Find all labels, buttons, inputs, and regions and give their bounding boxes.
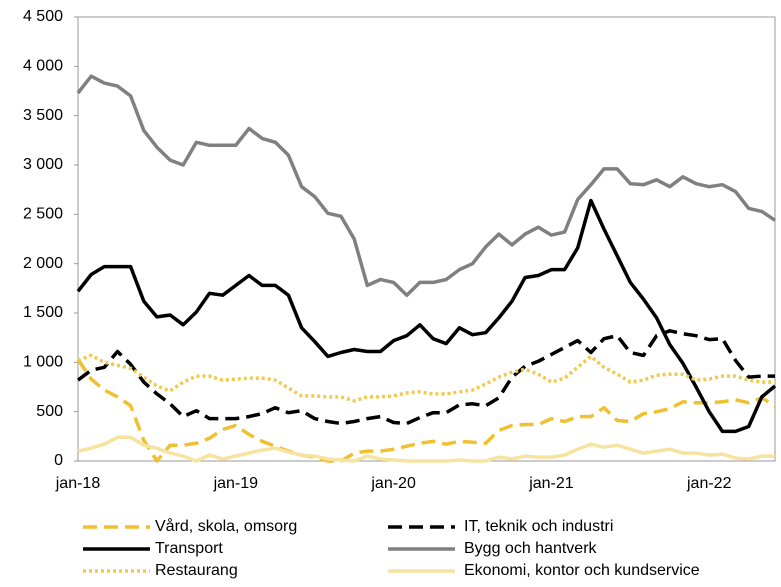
y-tick-label: 3 000 [23, 156, 63, 173]
legend-label: Vård, skola, omsorg [155, 517, 297, 535]
y-tick-label: 2 500 [23, 206, 63, 223]
legend-label: IT, teknik och industri [464, 518, 613, 535]
series-line [76, 74, 776, 297]
legend-label: Bygg och hantverk [464, 540, 598, 557]
series-line [76, 329, 775, 426]
x-tick-label: jan-18 [55, 475, 101, 492]
x-tick-label: jan-20 [370, 475, 416, 492]
series-line [77, 353, 775, 403]
legend-label: Transport [155, 540, 223, 557]
y-tick-label: 500 [36, 403, 63, 420]
legend-label: Restaurang [155, 562, 238, 579]
x-tick-label: jan-19 [213, 475, 259, 492]
y-tick-label: 0 [54, 452, 63, 469]
plot-frame [77, 16, 776, 462]
y-tick-label: 1 500 [23, 304, 63, 321]
y-tick-label: 4 000 [23, 58, 63, 75]
series-line [76, 358, 776, 463]
y-tick-label: 1 000 [23, 354, 63, 371]
legend-label: Ekonomi, kontor och kundservice [464, 562, 700, 579]
series-line [77, 435, 775, 463]
x-tick-label: jan-21 [528, 475, 574, 492]
series-line [76, 198, 777, 434]
y-tick-label: 3 500 [23, 107, 63, 124]
y-tick-label: 4 500 [23, 8, 63, 25]
y-tick-label: 2 000 [23, 255, 63, 272]
x-tick-label: jan-22 [686, 475, 732, 492]
